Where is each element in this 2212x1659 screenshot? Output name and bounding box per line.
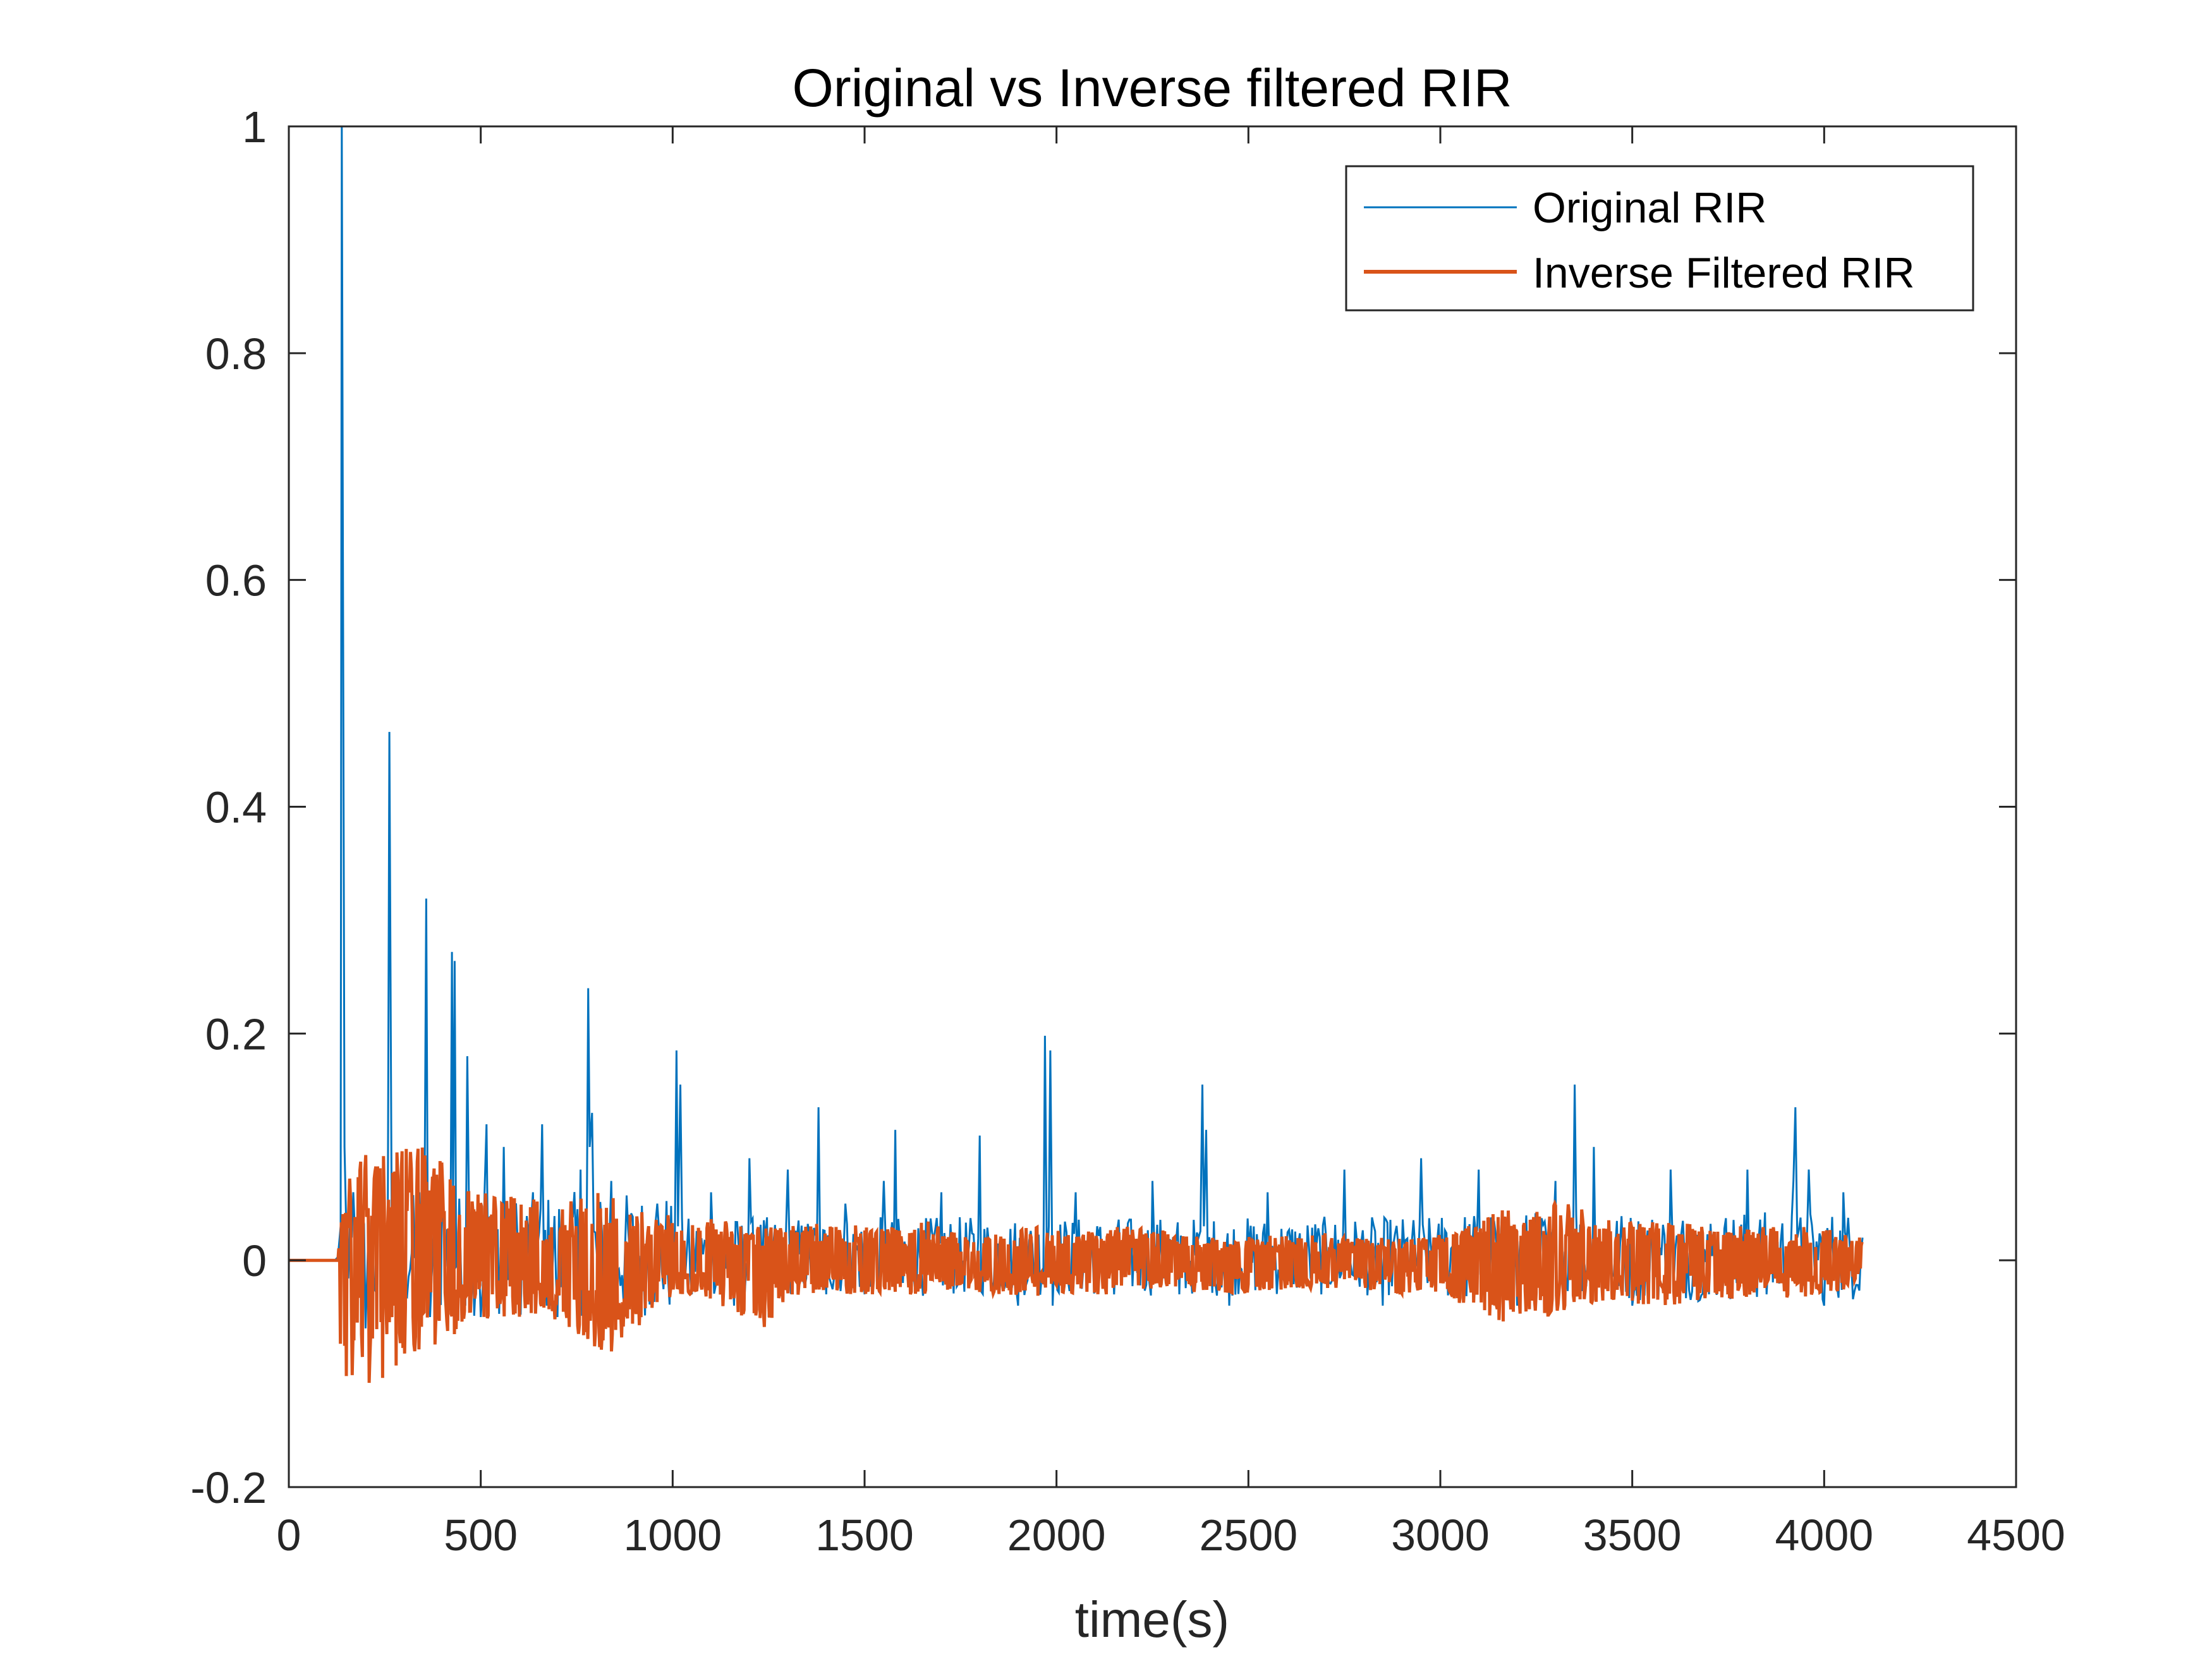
- x-tick-label: 0: [277, 1510, 301, 1560]
- y-tick-label: 1: [242, 102, 267, 152]
- x-axis-label: time(s): [1075, 1591, 1229, 1648]
- x-tick-label: 3500: [1583, 1510, 1682, 1560]
- y-tick-label: 0.8: [205, 329, 267, 379]
- x-tick-label: 2000: [1007, 1510, 1106, 1560]
- legend: Original RIR Inverse Filtered RIR: [1346, 166, 1973, 310]
- y-tick-label: -0.2: [190, 1463, 267, 1512]
- y-tick-label: 0.6: [205, 556, 267, 605]
- x-tick-label: 3000: [1391, 1510, 1490, 1560]
- legend-label-original: Original RIR: [1533, 184, 1766, 232]
- chart-title: Original vs Inverse filtered RIR: [792, 58, 1512, 118]
- y-tick-label: 0: [242, 1236, 267, 1285]
- x-tick-label: 1000: [623, 1510, 722, 1560]
- y-tick-label: 0.2: [205, 1009, 267, 1059]
- x-tick-label: 4000: [1775, 1510, 1873, 1560]
- y-tick-label: 0.4: [205, 783, 267, 832]
- x-tick-label: 4500: [1967, 1510, 2065, 1560]
- x-tick-label: 1500: [815, 1510, 914, 1560]
- x-tick-label: 500: [444, 1510, 518, 1560]
- legend-label-inverse: Inverse Filtered RIR: [1533, 249, 1915, 297]
- x-tick-label: 2500: [1199, 1510, 1297, 1560]
